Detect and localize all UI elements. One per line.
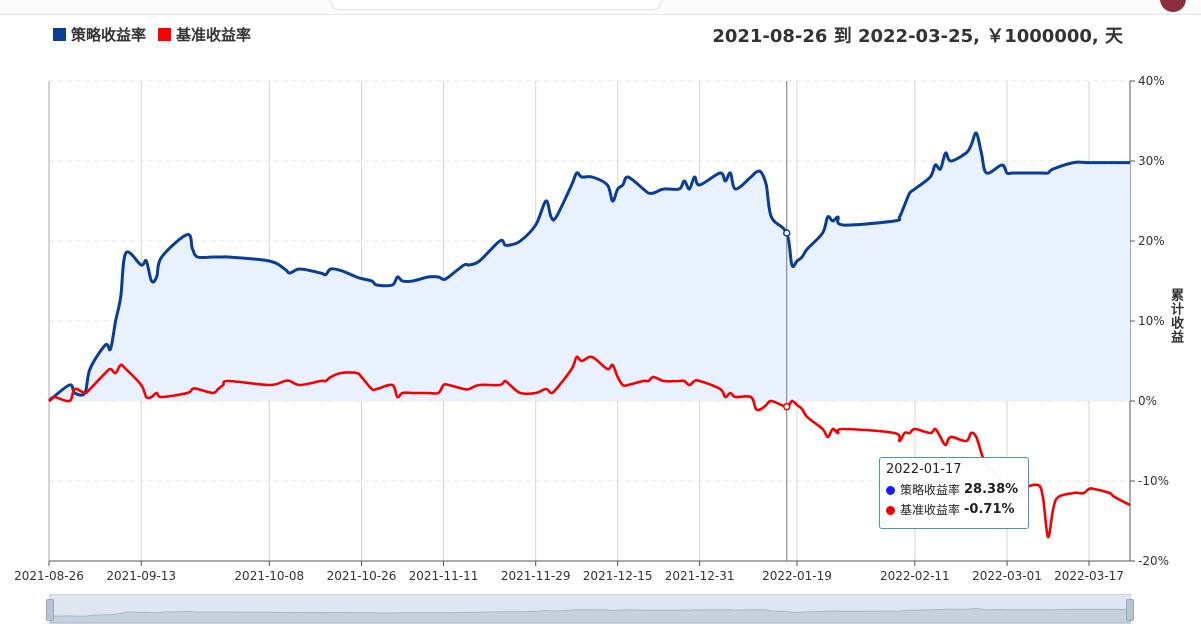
y-tick-label: 40% — [1138, 74, 1165, 88]
datazoom-slider[interactable] — [46, 594, 1134, 624]
x-tick-label: 2022-03-17 — [1054, 569, 1124, 583]
x-tick-label: 2021-10-26 — [327, 569, 397, 583]
legend-item-strategy[interactable]: 策略收益率 — [53, 24, 146, 45]
tooltip-label-strategy: 策略收益率 — [900, 483, 961, 497]
x-tick-label: 2022-01-19 — [762, 569, 832, 583]
datazoom-right-handle[interactable] — [1126, 599, 1134, 621]
y-tick-label: 20% — [1138, 234, 1165, 248]
strategy-area — [49, 132, 1130, 401]
datazoom-preview-area — [50, 607, 1130, 623]
strategy-line — [48, 131, 1130, 403]
legend-swatch-strategy — [53, 28, 66, 41]
benchmark-line — [48, 355, 1131, 539]
x-tick-label: 2021-08-26 — [14, 569, 84, 583]
legend-swatch-benchmark — [158, 28, 172, 41]
tooltip-dot-benchmark — [886, 505, 895, 515]
crosshair-point-benchmark — [782, 402, 791, 411]
chart-tooltip: 2022-01-17 策略收益率 28.38% 基准收益率 -0.71% — [879, 457, 1029, 529]
chart-legend: 策略收益率 基准收益率 — [53, 24, 263, 45]
y-tick-label: 10% — [1138, 314, 1165, 328]
x-tick-label: 2022-03-01 — [972, 569, 1042, 583]
legend-item-benchmark[interactable]: 基准收益率 — [158, 24, 251, 45]
x-tick-label: 2021-11-11 — [409, 569, 479, 583]
y-axis-label: 累计收益 — [1168, 288, 1183, 344]
y-tick-label: 0% — [1138, 394, 1157, 408]
legend-label-benchmark: 基准收益率 — [176, 26, 252, 44]
tooltip-value-strategy: 28.38% — [964, 482, 1019, 497]
x-tick-label: 2021-12-15 — [583, 569, 653, 583]
x-tick-label: 2021-09-13 — [106, 569, 176, 583]
tooltip-dot-strategy — [886, 485, 895, 495]
tooltip-row-strategy: 策略收益率 28.38% — [886, 480, 1022, 500]
tooltip-value-benchmark: -0.71% — [964, 502, 1015, 517]
tooltip-row-benchmark: 基准收益率 -0.71% — [886, 500, 1022, 520]
tooltip-label-benchmark: 基准收益率 — [900, 503, 961, 517]
backtest-summary: 2021-08-26 到 2022-03-25, ￥1000000, 天 — [712, 26, 1123, 47]
y-tick-label: -10% — [1138, 474, 1169, 488]
datazoom-left-handle[interactable] — [46, 599, 54, 621]
avatar[interactable] — [1160, 0, 1186, 12]
x-tick-label: 2021-11-29 — [501, 569, 571, 583]
legend-label-strategy: 策略收益率 — [71, 26, 147, 44]
tooltip-date: 2022-01-17 — [886, 462, 962, 477]
crosshair-point-strategy — [782, 229, 791, 237]
x-tick-label: 2021-10-08 — [234, 569, 304, 583]
datazoom-preview — [50, 607, 1130, 623]
y-tick-label: 30% — [1138, 154, 1165, 168]
browser-top-strip — [0, 0, 1201, 15]
x-tick-label: 2022-02-11 — [880, 569, 950, 583]
x-tick-label: 2021-12-31 — [665, 569, 735, 583]
y-tick-label: -20% — [1138, 554, 1169, 568]
